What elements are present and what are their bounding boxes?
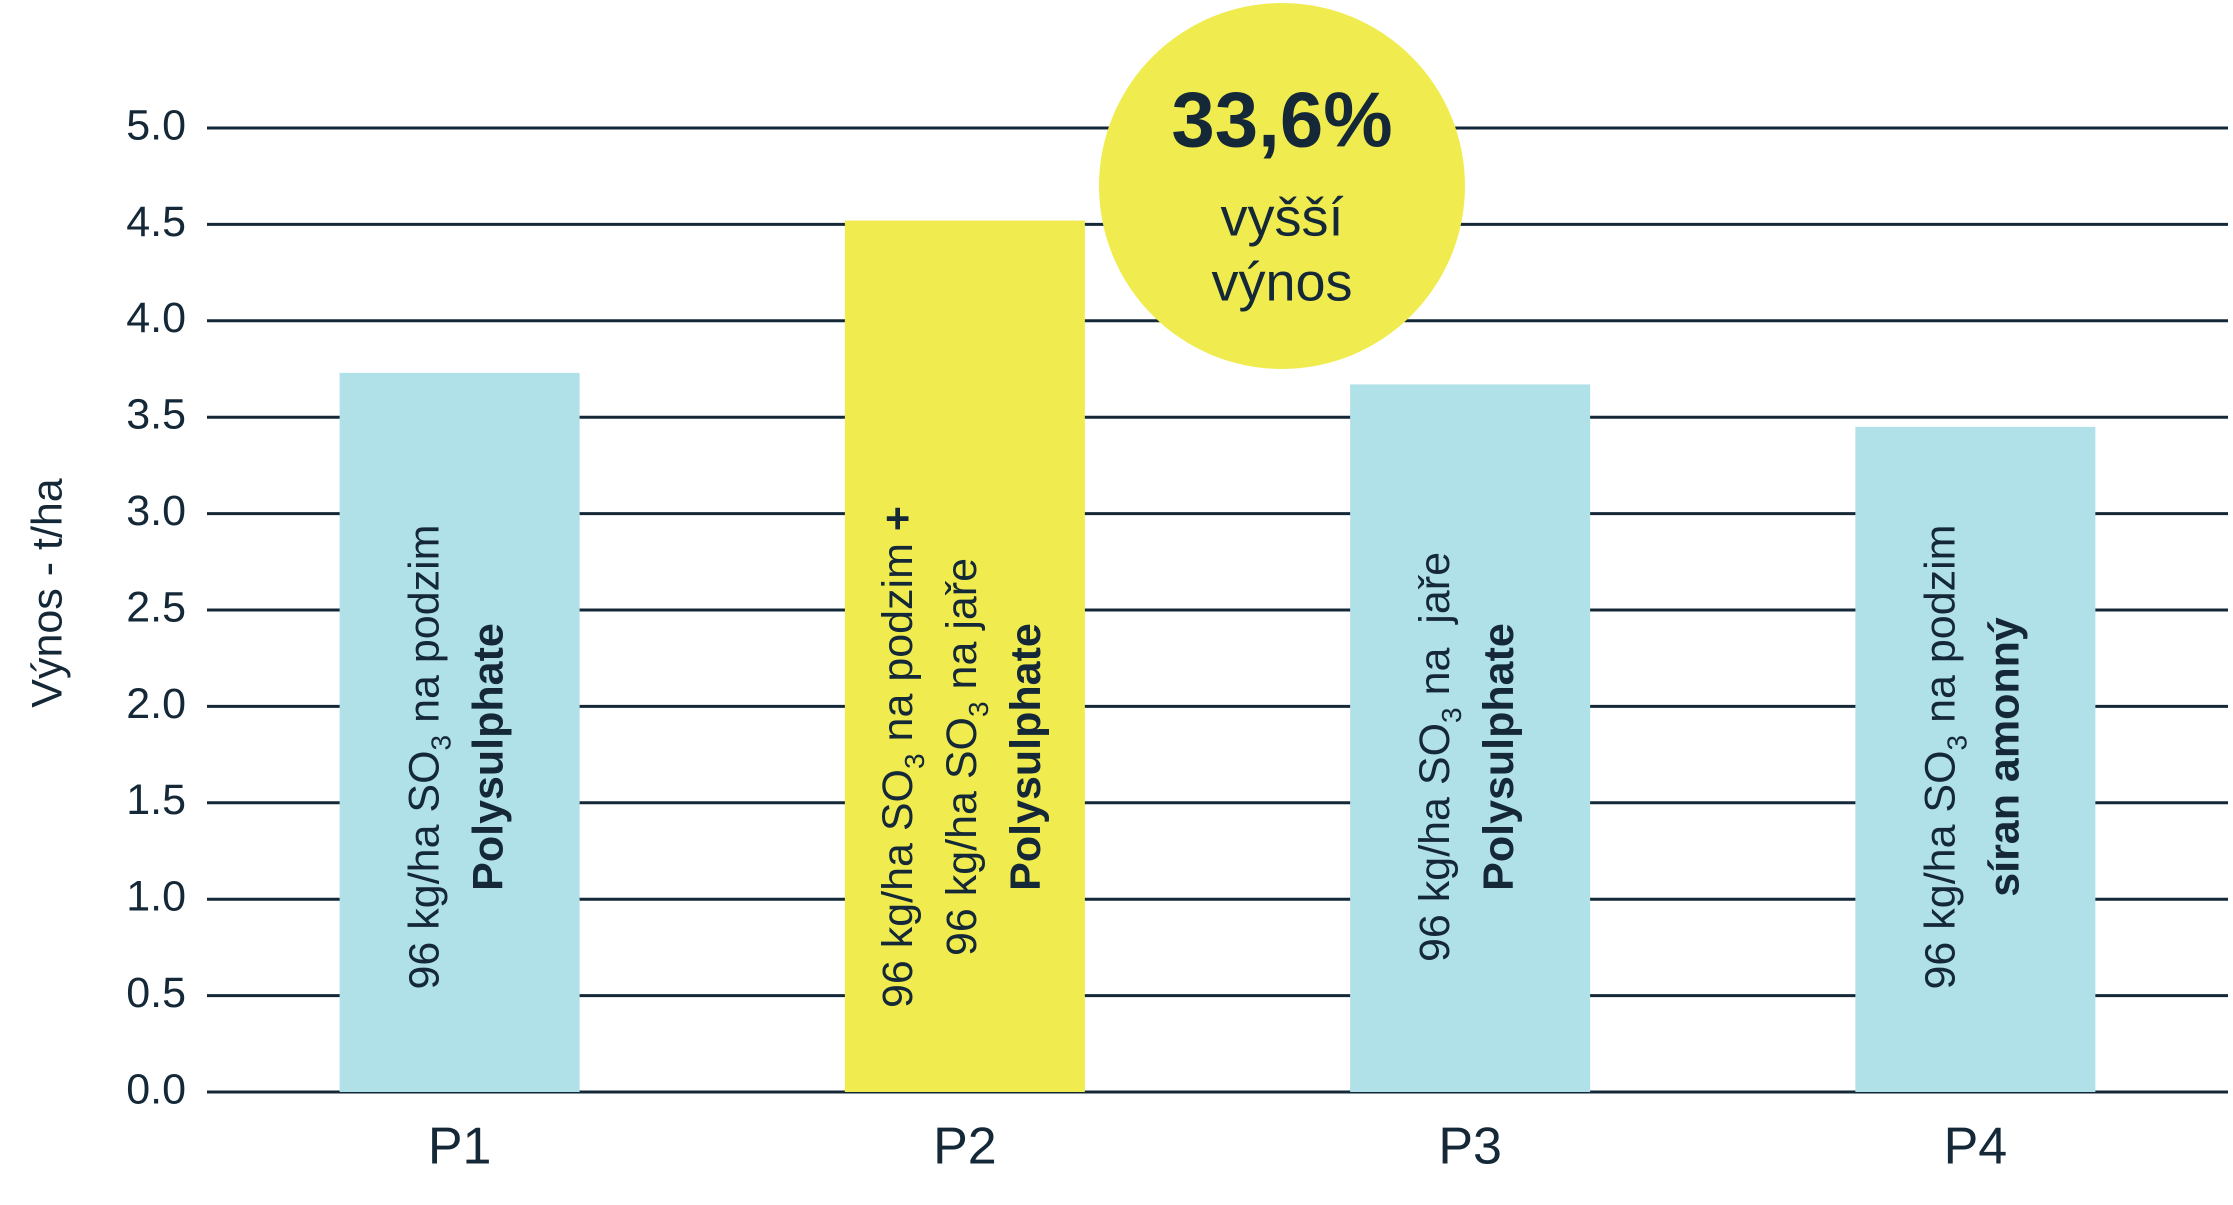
label-segment: 96 kg/ha SO — [1411, 723, 1459, 962]
label-segment: 96 kg/ha SO — [874, 769, 922, 1008]
bar-label: 96 kg/ha SO3 na jaře — [1411, 552, 1467, 962]
subscript: 3 — [899, 753, 930, 769]
y-tick-label: 0.0 — [126, 1065, 186, 1113]
y-tick-label: 1.5 — [126, 776, 186, 824]
bar-label: 96 kg/ha SO3 na podzim — [401, 525, 457, 990]
bar-label: 96 kg/ha SO3 na podzim — [1917, 525, 1973, 990]
badge-text: výnos — [1211, 252, 1352, 312]
y-axis-title: Výnos - t/ha — [23, 478, 71, 708]
label-segment: na jaře — [1411, 552, 1459, 707]
badge-text: vyšší — [1220, 187, 1343, 247]
x-tick-label: P2 — [933, 1118, 997, 1176]
y-tick-label: 1.0 — [126, 873, 186, 921]
label-segment: 96 kg/ha SO — [1917, 750, 1965, 989]
label-segment: na podzim — [1917, 525, 1965, 735]
label-segment: síran amonný — [1981, 617, 2029, 897]
label-segment: + — [874, 506, 922, 531]
y-tick-label: 4.0 — [126, 294, 186, 342]
x-tick-label: P1 — [428, 1118, 492, 1176]
badge — [1099, 3, 1465, 369]
bar-label: Polysulphate — [465, 623, 513, 891]
label-segment: 96 kg/ha SO — [401, 750, 449, 989]
y-tick-label: 2.5 — [126, 583, 186, 631]
bar-label: síran amonný — [1981, 617, 2029, 897]
x-tick-label: P3 — [1438, 1118, 1502, 1176]
bar-label: 96 kg/ha SO3 na podzim + — [874, 506, 930, 1008]
badge-value: 33,6% — [1171, 76, 1392, 164]
y-tick-label: 4.5 — [126, 198, 186, 246]
y-tick-label: 3.0 — [126, 487, 186, 535]
label-segment: Polysulphate — [1475, 623, 1523, 891]
bar — [844, 220, 1085, 1092]
bar-label: 96 kg/ha SO3 na jaře — [938, 558, 994, 956]
bar-label: Polysulphate — [1475, 623, 1523, 891]
bar — [339, 372, 580, 1093]
label-segment: na jaře — [938, 558, 986, 701]
label-segment: Polysulphate — [1002, 623, 1050, 891]
bar-label: Polysulphate — [1002, 623, 1050, 891]
bar — [1350, 384, 1591, 1092]
label-segment: Polysulphate — [465, 623, 513, 891]
label-segment: na podzim — [401, 525, 449, 735]
label-segment: 96 kg/ha SO — [938, 717, 986, 956]
bar — [1855, 426, 2096, 1093]
label-segment: na podzim — [874, 531, 922, 753]
subscript: 3 — [426, 735, 457, 751]
subscript: 3 — [1436, 707, 1467, 723]
y-tick-label: 0.5 — [126, 969, 186, 1017]
y-tick-label: 3.5 — [126, 391, 186, 439]
subscript: 3 — [963, 701, 994, 717]
subscript: 3 — [1941, 735, 1972, 751]
x-tick-label: P4 — [1944, 1118, 2008, 1176]
y-tick-label: 2.0 — [126, 680, 186, 728]
y-tick-label: 5.0 — [126, 101, 186, 149]
